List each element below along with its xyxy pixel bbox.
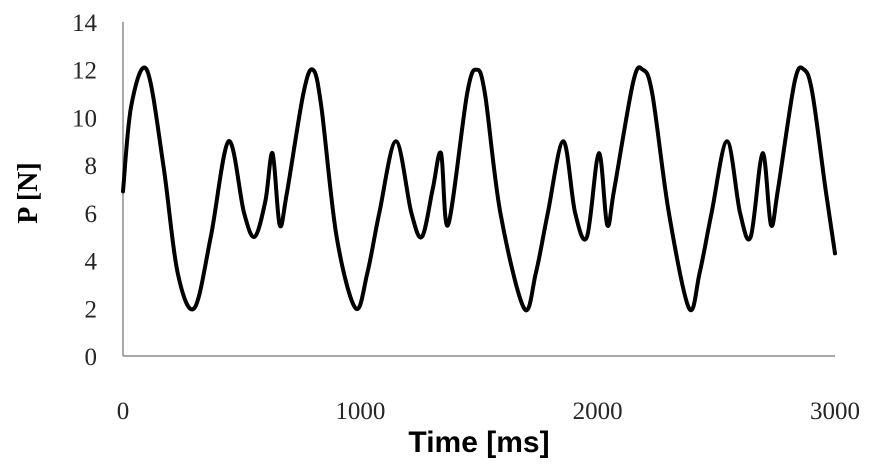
x-axis-label: Time [ms] xyxy=(408,426,549,459)
x-tick-label: 1000 xyxy=(335,398,385,425)
y-tick-label: 12 xyxy=(72,58,97,85)
y-tick-label: 6 xyxy=(85,201,98,228)
x-axis-ticks: 0 1000 2000 3000 xyxy=(117,398,860,425)
y-tick-label: 10 xyxy=(72,105,97,132)
x-tick-label: 3000 xyxy=(810,398,860,425)
x-tick-label: 2000 xyxy=(573,398,623,425)
y-tick-label: 2 xyxy=(85,296,98,323)
y-tick-label: 0 xyxy=(85,344,98,371)
y-tick-label: 4 xyxy=(85,249,98,276)
y-tick-label: 8 xyxy=(85,153,98,180)
y-axis-label: P [N] xyxy=(13,162,44,223)
series-line xyxy=(121,65,837,313)
y-tick-label: 14 xyxy=(72,10,98,37)
y-axis-ticks: 0 2 4 6 8 10 12 14 xyxy=(72,10,98,371)
x-tick-label: 0 xyxy=(117,398,130,425)
